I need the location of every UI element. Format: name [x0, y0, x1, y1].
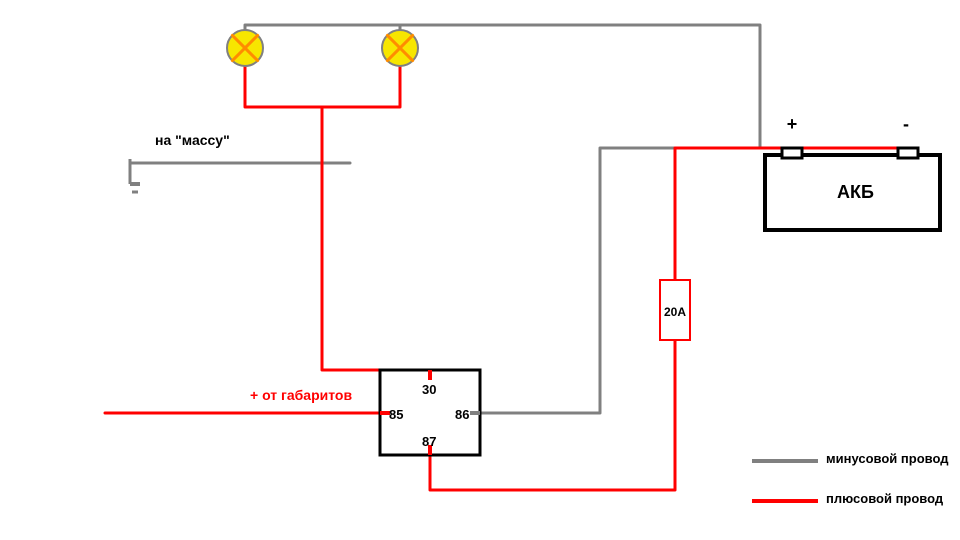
svg-text:87: 87: [422, 434, 436, 449]
svg-text:минусовой провод: минусовой провод: [826, 451, 949, 466]
svg-text:АКБ: АКБ: [837, 182, 874, 202]
svg-text:плюсовой провод: плюсовой провод: [826, 491, 944, 506]
svg-text:86: 86: [455, 407, 469, 422]
svg-text:+: +: [787, 114, 798, 134]
wiring-diagram: 30 85 86 87 на "массу" + от габаритов 20A АКБ + -…: [0, 0, 960, 540]
svg-text:20A: 20A: [664, 305, 686, 319]
svg-text:+ от габаритов: + от габаритов: [250, 387, 352, 403]
svg-text:30: 30: [422, 382, 436, 397]
svg-text:на "массу": на "массу": [155, 132, 230, 148]
svg-text:85: 85: [389, 407, 403, 422]
svg-text:-: -: [903, 114, 909, 134]
